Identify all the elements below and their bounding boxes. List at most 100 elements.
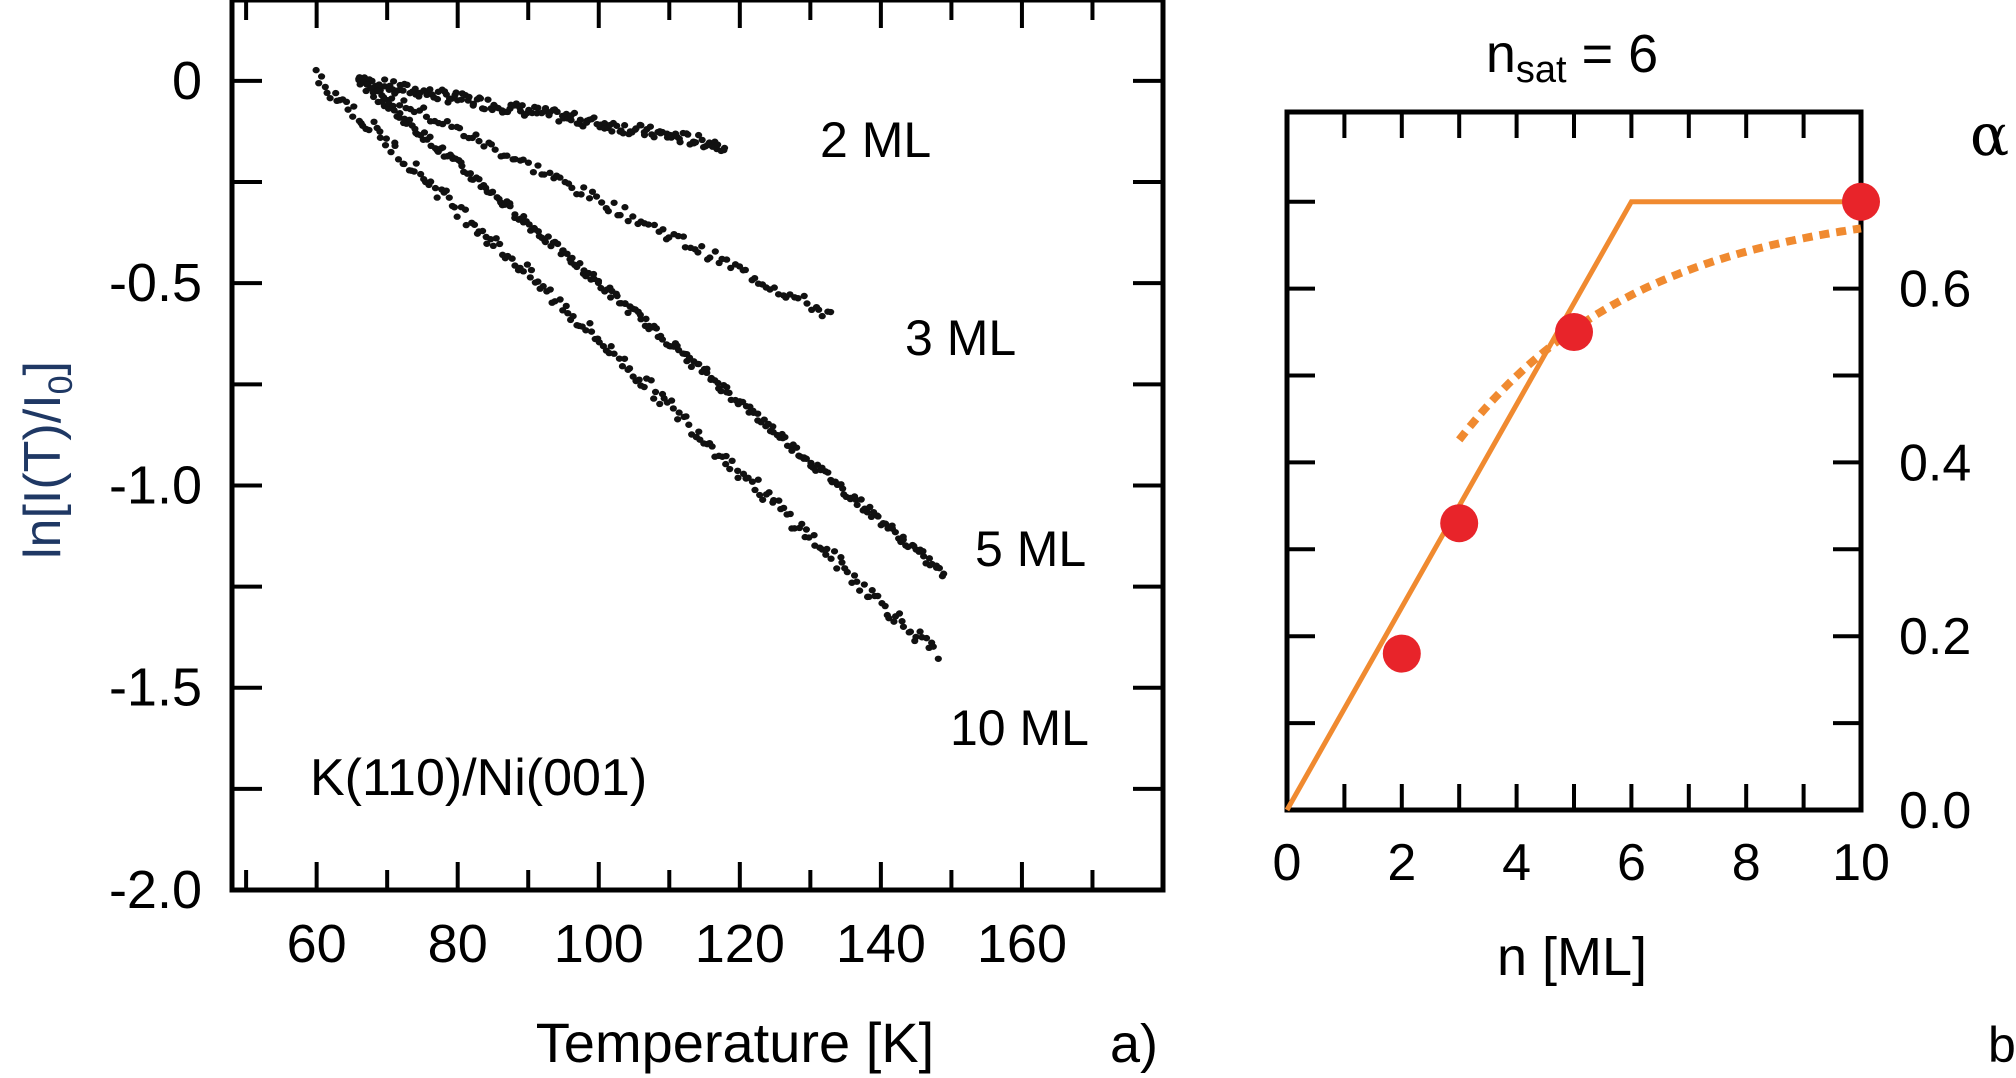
data-point xyxy=(843,568,851,576)
data-point xyxy=(793,444,801,451)
data-point xyxy=(895,610,904,617)
data-point xyxy=(723,383,731,391)
data-point xyxy=(899,623,908,630)
data-point xyxy=(470,221,479,228)
data-point xyxy=(874,513,882,520)
data-point xyxy=(726,465,734,473)
data-point xyxy=(453,213,461,220)
data-point xyxy=(534,162,542,169)
x-tick-label: 160 xyxy=(977,914,1067,974)
x-tick-label: 120 xyxy=(695,914,785,974)
data-point xyxy=(570,109,579,117)
data-point xyxy=(388,95,396,102)
data-point xyxy=(546,169,554,177)
data-point xyxy=(940,570,948,577)
data-point xyxy=(625,365,634,372)
data-point xyxy=(754,476,762,483)
data-point xyxy=(556,296,564,303)
data-point xyxy=(476,95,485,102)
series-label: 10 ML xyxy=(950,700,1089,756)
data-point xyxy=(919,553,928,560)
data-point xyxy=(610,199,618,206)
panel-b-xlabel: n [ML] xyxy=(1497,927,1647,987)
data-point xyxy=(503,152,511,159)
data-point xyxy=(484,96,492,103)
data-point xyxy=(682,413,690,420)
x-tick-label: 0 xyxy=(1273,834,1302,892)
panel-a-frame xyxy=(229,0,1166,893)
data-point xyxy=(317,73,326,80)
data-point xyxy=(802,455,810,462)
data-point xyxy=(483,240,491,247)
data-point xyxy=(695,428,703,435)
data-point xyxy=(607,343,615,350)
data-point xyxy=(912,633,920,641)
data-point xyxy=(676,138,684,146)
panel-a-ticks xyxy=(232,0,1163,892)
data-point xyxy=(646,123,654,130)
data-point xyxy=(582,327,590,334)
data-point xyxy=(445,194,453,201)
panel-b-ylabel: α xyxy=(1970,101,2009,169)
data-point xyxy=(838,559,846,566)
data-point xyxy=(1555,313,1593,352)
data-point xyxy=(751,274,759,282)
x-tick-label: 140 xyxy=(836,914,926,974)
data-point xyxy=(620,355,629,362)
data-point xyxy=(472,131,480,138)
data-point xyxy=(800,292,808,300)
data-point xyxy=(694,249,702,256)
data-point xyxy=(827,308,835,316)
data-point xyxy=(417,170,425,178)
data-point xyxy=(775,497,783,504)
data-point xyxy=(496,240,504,248)
data-point xyxy=(786,510,794,518)
panel-b-frame xyxy=(1284,109,1864,813)
data-point xyxy=(823,545,831,553)
data-point xyxy=(332,89,340,97)
data-point xyxy=(450,204,459,211)
data-point xyxy=(403,81,411,89)
data-point xyxy=(527,266,536,274)
data-point xyxy=(431,184,440,192)
data-point xyxy=(727,264,735,272)
data-point xyxy=(674,416,682,423)
x-tick-label: 100 xyxy=(554,914,644,974)
data-point xyxy=(525,221,533,228)
panel-b-exponential-fit xyxy=(1456,224,1862,443)
data-point xyxy=(640,383,648,391)
data-point xyxy=(448,123,456,131)
data-point xyxy=(833,565,841,572)
data-point xyxy=(519,156,527,163)
data-point xyxy=(741,266,750,274)
data-point xyxy=(770,284,778,291)
data-point xyxy=(458,162,466,170)
data-point xyxy=(658,336,667,343)
data-point xyxy=(650,395,658,402)
data-point xyxy=(321,83,329,91)
data-point xyxy=(576,260,584,267)
data-point xyxy=(577,191,585,198)
data-point xyxy=(798,520,806,528)
data-point xyxy=(326,94,334,102)
data-point xyxy=(534,228,542,235)
data-point xyxy=(541,104,550,112)
data-point xyxy=(618,363,627,370)
data-point xyxy=(728,457,736,465)
data-point xyxy=(534,278,542,285)
data-point xyxy=(794,295,802,302)
data-point xyxy=(759,496,767,503)
data-point xyxy=(594,279,603,287)
data-point xyxy=(349,113,357,120)
data-point xyxy=(619,130,627,137)
data-point xyxy=(323,89,331,97)
data-point xyxy=(598,199,606,206)
data-point xyxy=(523,261,531,268)
series-label: 5 ML xyxy=(975,521,1086,577)
data-point xyxy=(546,286,554,293)
data-point xyxy=(760,416,768,423)
data-point xyxy=(681,244,689,251)
data-point xyxy=(604,207,612,215)
y-tick-label: 0.6 xyxy=(1899,261,1971,319)
